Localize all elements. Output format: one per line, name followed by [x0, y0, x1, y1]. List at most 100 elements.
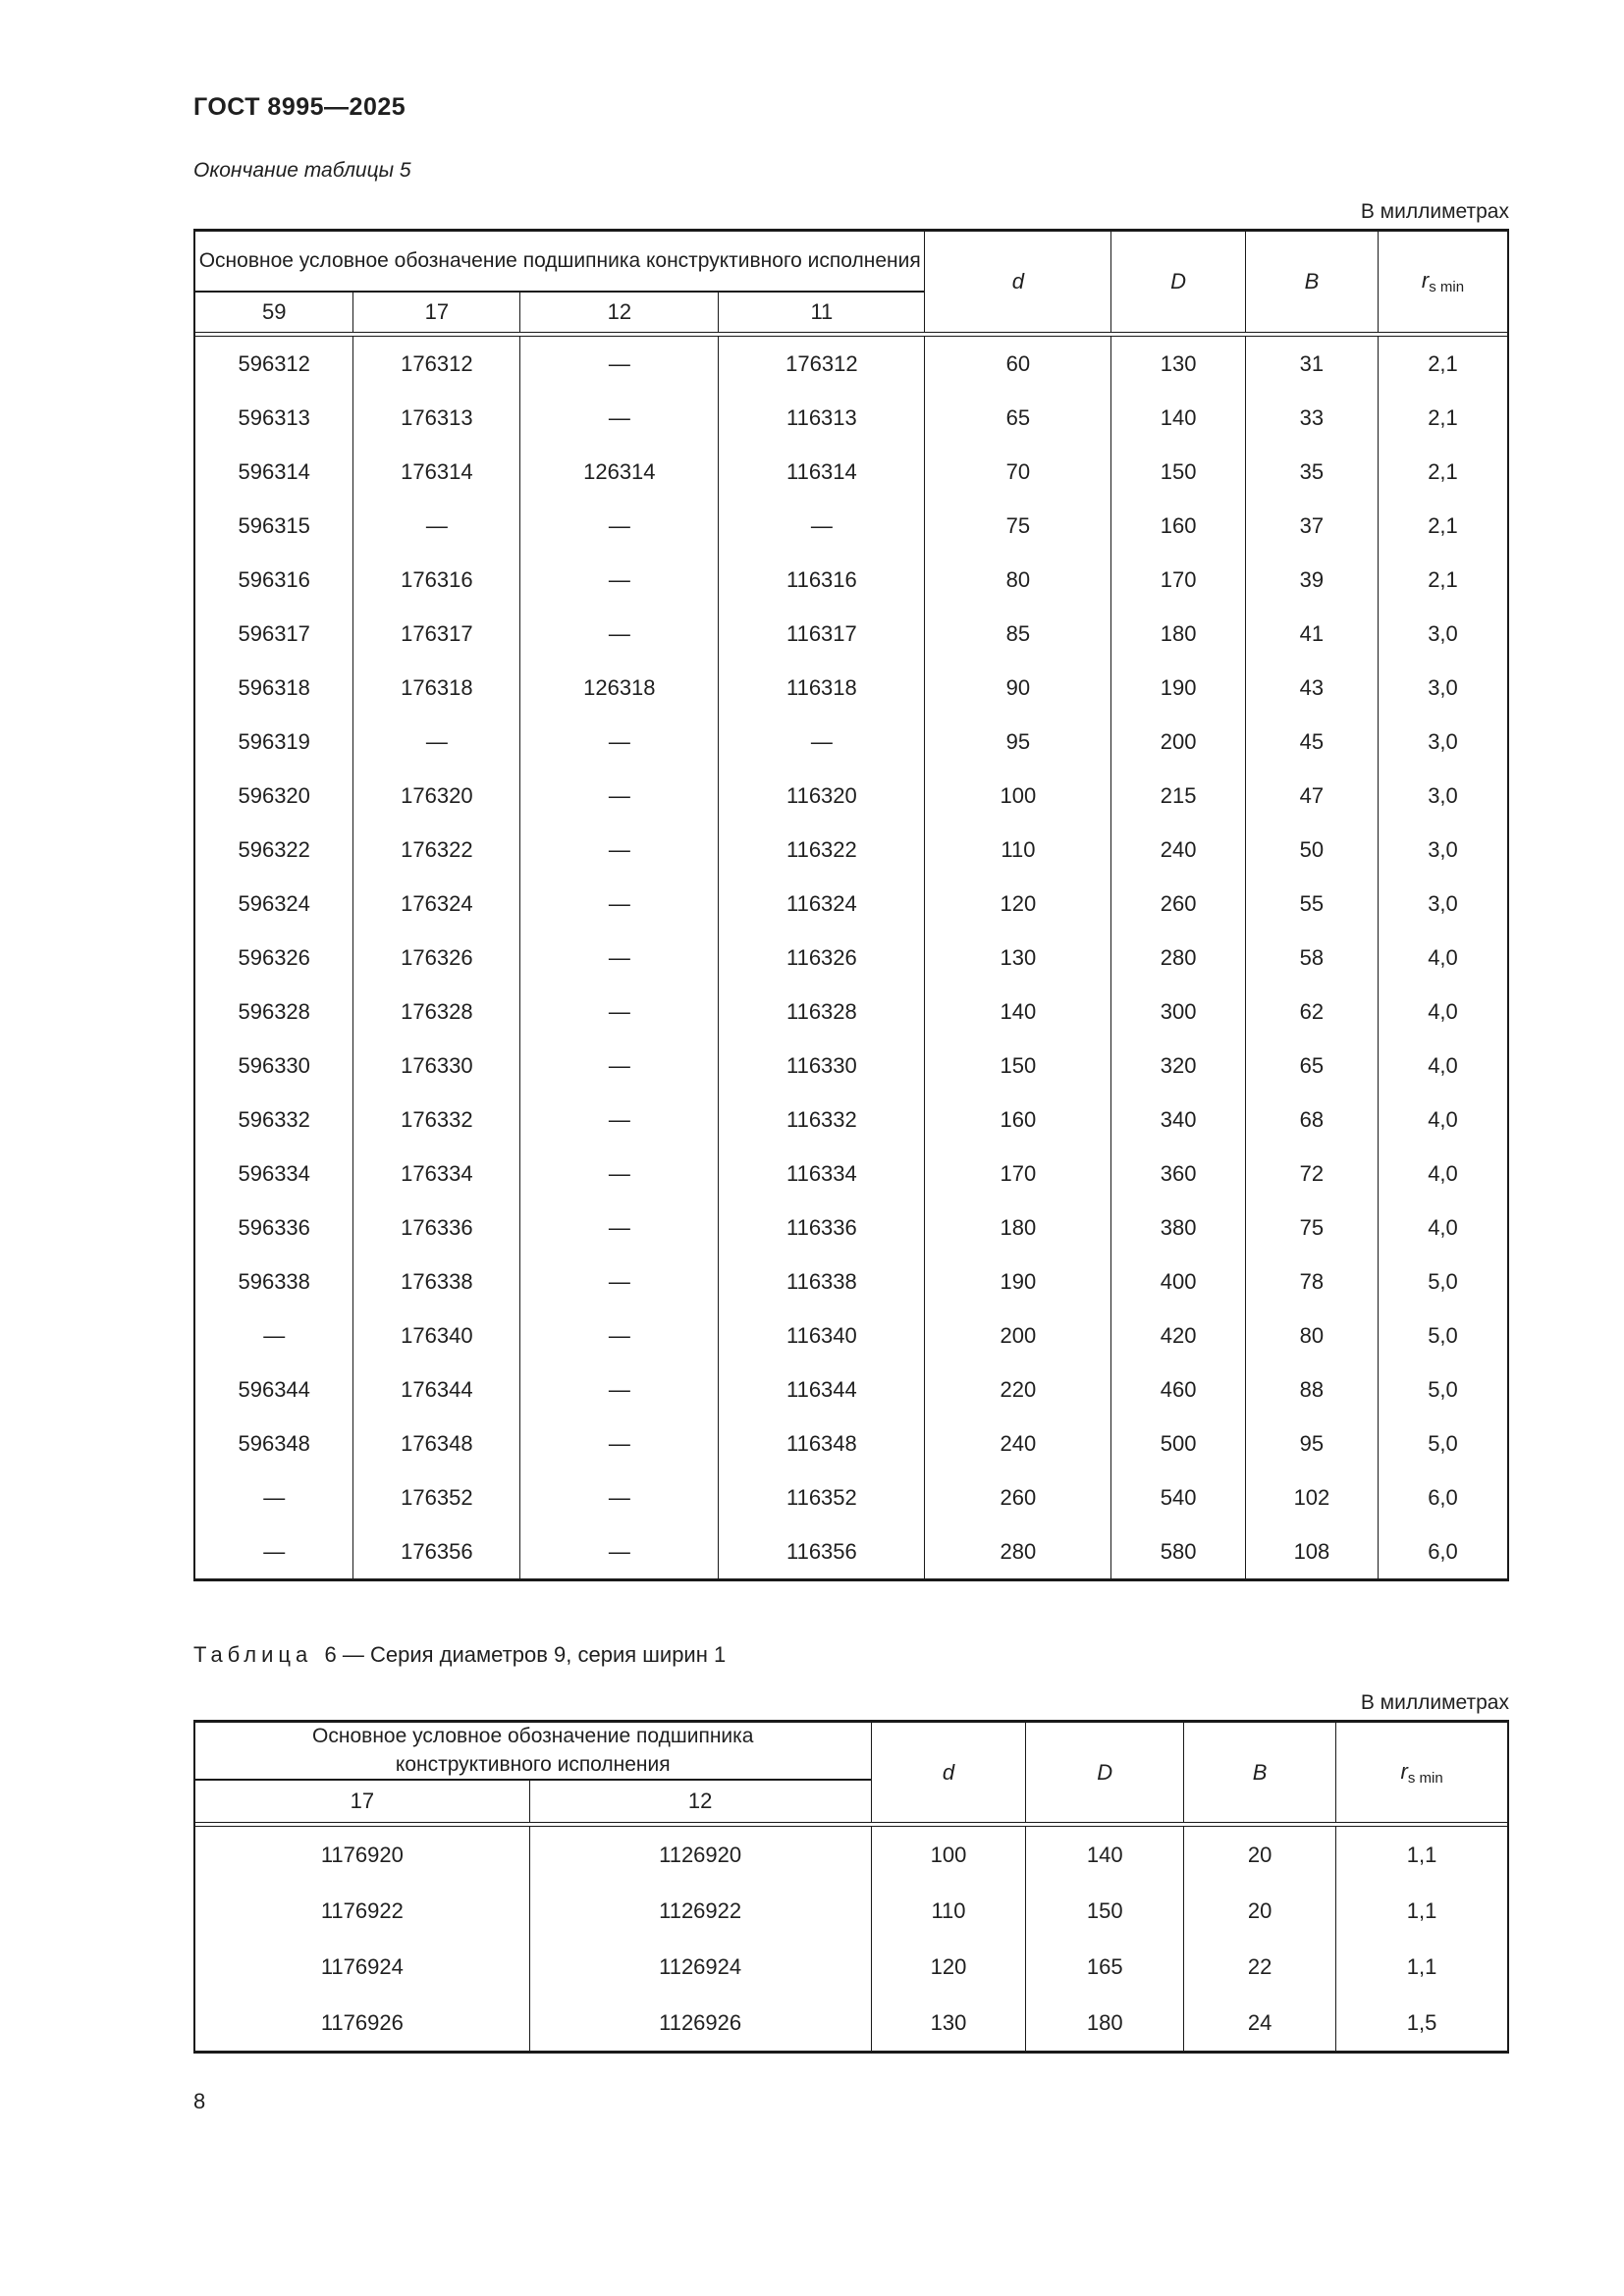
- table-cell: 110: [870, 1883, 1026, 1939]
- table-cell: 400: [1110, 1255, 1246, 1308]
- table-cell: 596328: [238, 998, 310, 1024]
- col-r-label: r: [1421, 268, 1430, 293]
- table-cell: 24: [1182, 1995, 1336, 2053]
- table-cell: 596332: [238, 1106, 310, 1132]
- table-cell: 176352: [352, 1470, 520, 1524]
- table-cell: —: [519, 985, 719, 1039]
- table-cell: 75: [924, 499, 1111, 553]
- table-cell: 176330: [352, 1039, 520, 1093]
- table-cell: 176338: [352, 1255, 520, 1308]
- col-r-label: r: [1400, 1758, 1408, 1784]
- table-cell: 5,0: [1377, 1416, 1508, 1470]
- table-row: 596326 176326—116326 130 280 58 4,0: [194, 931, 1508, 985]
- table-cell: 280: [1110, 931, 1246, 985]
- table-cell: 596330: [238, 1052, 310, 1078]
- table-cell: 3,0: [1377, 877, 1508, 931]
- table-cell: 596322: [238, 836, 310, 862]
- table-cell: 596326: [238, 944, 310, 970]
- table-cell: 78: [1244, 1255, 1379, 1308]
- table-cell: 39: [1244, 553, 1379, 607]
- table-cell: 3,0: [1377, 769, 1508, 823]
- table-cell: 5,0: [1377, 1308, 1508, 1362]
- table-cell: 116322: [718, 823, 925, 877]
- table-cell: 140: [924, 985, 1111, 1039]
- table-cell: 176322: [352, 823, 520, 877]
- table-cell: 2,1: [1377, 499, 1508, 553]
- table-cell: 3,0: [1377, 715, 1508, 769]
- table-cell: 55: [1244, 877, 1379, 931]
- table-cell: 176314: [352, 445, 520, 499]
- table-cell: 110: [924, 823, 1111, 877]
- table-cell: 58: [1244, 931, 1379, 985]
- double-rule: [194, 1822, 1508, 1827]
- table-cell: 95: [924, 715, 1111, 769]
- table-cell: 3,0: [1377, 607, 1508, 661]
- table5-col-rsmin: rs min: [1377, 230, 1508, 333]
- table-row: 596334 176334—116334 170 360 72 4,0: [194, 1147, 1508, 1201]
- table-cell: 190: [1110, 661, 1246, 715]
- table-cell: 176313: [352, 391, 520, 445]
- table-row: 596336 176336—116336 180 380 75 4,0: [194, 1201, 1508, 1255]
- table-cell: —: [519, 1093, 719, 1147]
- table-cell: 116336: [718, 1201, 925, 1255]
- table-cell: —: [718, 715, 925, 769]
- table-row: 596317 176317—116317 85 180 41 3,0: [194, 607, 1508, 661]
- table-row: —176340—116340 200 420 80 5,0: [194, 1308, 1508, 1362]
- table-cell: 4,0: [1377, 1093, 1508, 1147]
- table6-caption: Таблица 6 — Серия диаметров 9, серия шир…: [193, 1642, 1509, 1668]
- table6-col-B: B: [1182, 1721, 1336, 1823]
- table-cell: 1126920: [528, 1826, 872, 1883]
- table-cell: 6,0: [1377, 1470, 1508, 1524]
- table6-subcol-12: 12: [528, 1780, 872, 1823]
- table-cell: —: [519, 1255, 719, 1308]
- table-cell: 3,0: [1377, 661, 1508, 715]
- table5-col-D: D: [1110, 230, 1246, 333]
- table-row: 596328 176328—116328 140 300 62 4,0: [194, 985, 1508, 1039]
- table-cell: 62: [1244, 985, 1379, 1039]
- table-cell: 360: [1110, 1147, 1246, 1201]
- table-cell: 280: [924, 1524, 1111, 1580]
- table-row: —176352—116352 260 540 102 6,0: [194, 1470, 1508, 1524]
- table-cell: 580: [1110, 1524, 1246, 1580]
- table-row: 596320 176320—116320 100 215 47 3,0: [194, 769, 1508, 823]
- table-cell: 33: [1244, 391, 1379, 445]
- table-cell: 130: [870, 1995, 1026, 2053]
- table-cell: 70: [924, 445, 1111, 499]
- page-number: 8: [193, 2089, 206, 2113]
- table6-caption-word: Таблица: [193, 1642, 313, 1667]
- table-cell: 1,5: [1335, 1995, 1508, 2053]
- table-cell: 126314: [519, 445, 719, 499]
- table5-units-label: В миллиметрах: [1360, 200, 1509, 223]
- table-cell: 75: [1244, 1201, 1379, 1255]
- table6-caption-separator: —: [342, 1642, 364, 1667]
- table-cell: 31: [1244, 336, 1379, 391]
- table-cell: 116330: [718, 1039, 925, 1093]
- col-d-label: d: [1011, 269, 1025, 294]
- table5-continuation-caption: Окончание таблицы 5: [193, 159, 411, 182]
- table-cell: 176344: [352, 1362, 520, 1416]
- table-cell: 65: [924, 391, 1111, 445]
- table6-caption-title: Серия диаметров 9, серия ширин 1: [370, 1642, 727, 1667]
- table-cell: —: [519, 877, 719, 931]
- table-cell: 260: [1110, 877, 1246, 931]
- table-cell: 116334: [718, 1147, 925, 1201]
- table-cell: 4,0: [1377, 1147, 1508, 1201]
- table-cell: 1,1: [1335, 1883, 1508, 1939]
- table-cell: —: [718, 499, 925, 553]
- table-cell: 20: [1182, 1826, 1336, 1883]
- table-cell: 596320: [238, 782, 310, 808]
- table-cell: —: [519, 1470, 719, 1524]
- table-cell: 340: [1110, 1093, 1246, 1147]
- table-cell: 176334: [352, 1147, 520, 1201]
- table-cell: 215: [1110, 769, 1246, 823]
- table5-subcol-59: 59: [194, 292, 353, 333]
- table-cell: —: [519, 553, 719, 607]
- table-cell: 45: [1244, 715, 1379, 769]
- table-cell: 22: [1182, 1939, 1336, 1995]
- table-cell: 1126924: [528, 1939, 872, 1995]
- table-cell: 120: [870, 1939, 1026, 1995]
- table-cell: 176318: [352, 661, 520, 715]
- table-cell: 160: [924, 1093, 1111, 1147]
- page-content: ГОСТ 8995—2025 Окончание таблицы 5 В мил…: [193, 93, 1509, 2113]
- table-cell: 4,0: [1377, 1201, 1508, 1255]
